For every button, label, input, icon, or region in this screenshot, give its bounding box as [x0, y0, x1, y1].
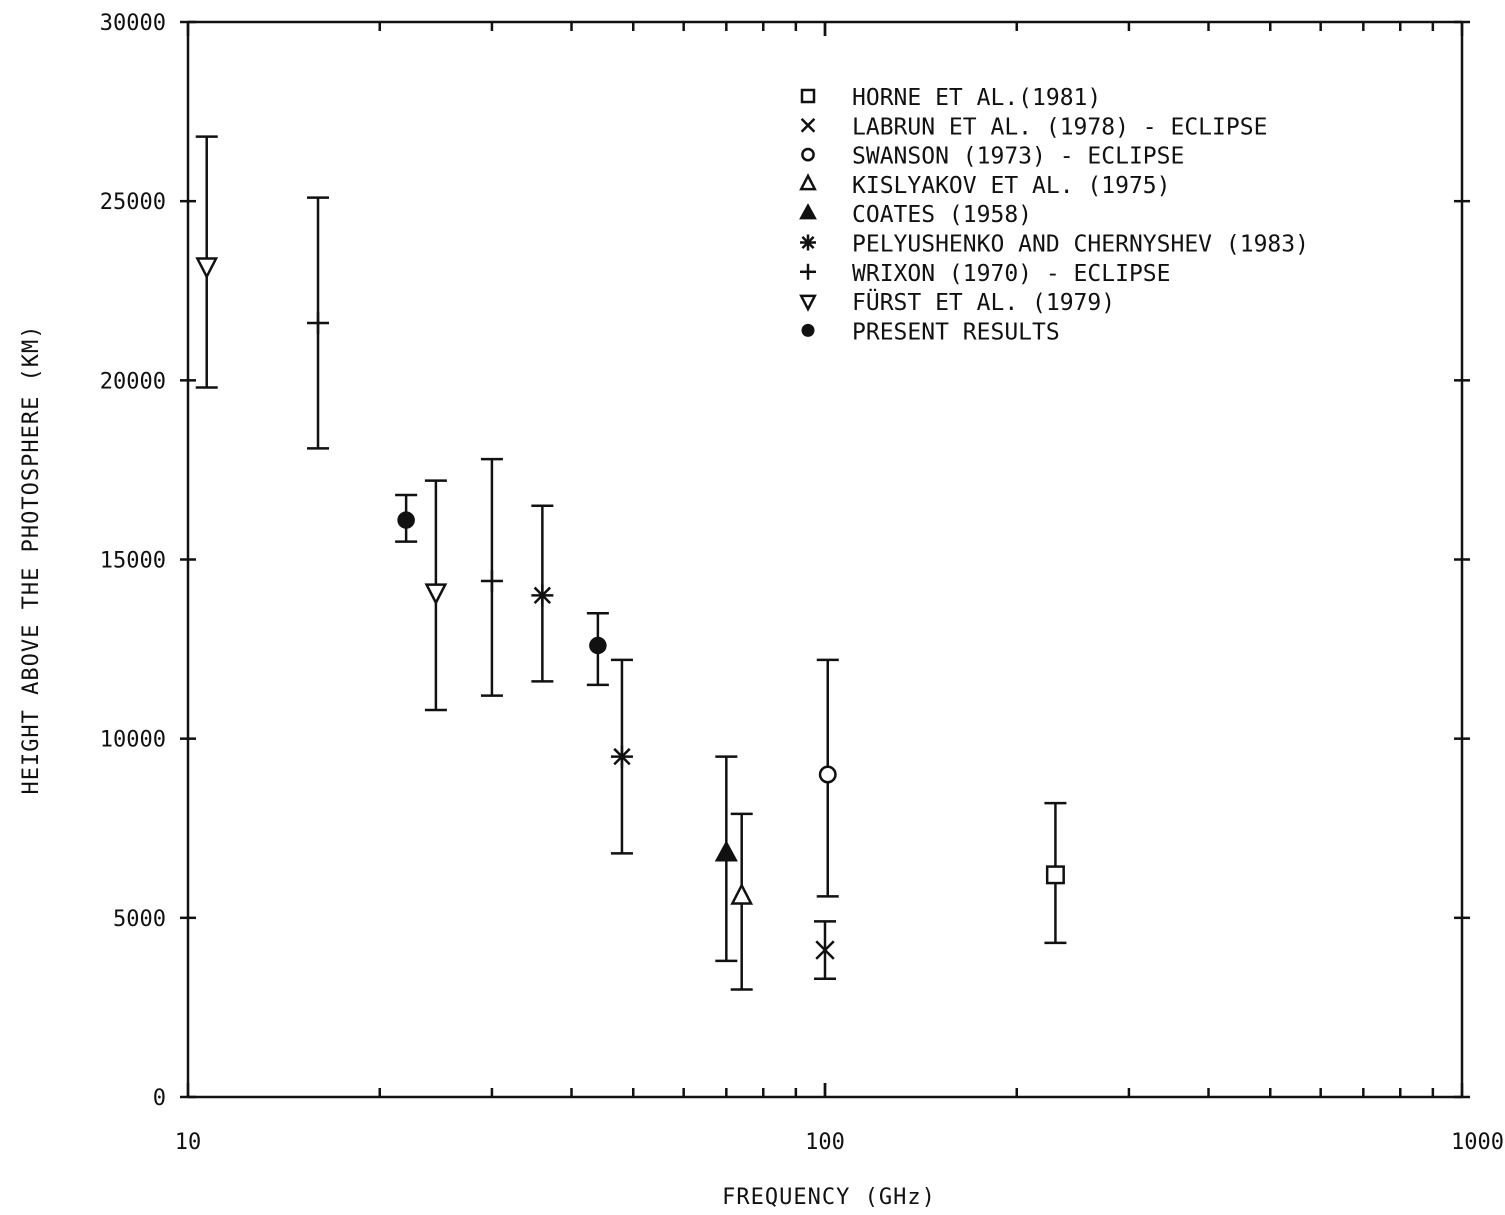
marker-shape: [801, 323, 815, 337]
marker-shape: [730, 882, 754, 905]
legend-label: SWANSON (1973) - ECLIPSE: [852, 144, 1184, 170]
data-point: [815, 940, 835, 960]
y-tick-label: 0: [153, 1086, 166, 1111]
data-point: [424, 583, 448, 606]
legend-marker: [800, 118, 816, 133]
legend-marker: [800, 263, 816, 280]
legend-item: LABRUN ET AL. (1978) - ECLIPSE: [800, 114, 1267, 140]
legend-label: FÜRST ET AL. (1979): [852, 288, 1115, 316]
legend-marker: [801, 323, 815, 337]
x-axis-title: FREQUENCY (GHz): [722, 1185, 936, 1210]
y-tick-label: 5000: [113, 907, 166, 932]
ticks: 0 5000 10000 15000 20000 25000 30000 10 100 1000: [100, 11, 1504, 1155]
legend-item: WRIXON (1970) - ECLIPSE: [800, 261, 1171, 287]
legend-marker: [800, 234, 816, 251]
data-point: [195, 257, 219, 280]
data-point: [589, 636, 607, 655]
legend: HORNE ET AL.(1981) LABRUN ET AL. (1978) -…: [799, 85, 1309, 345]
y-tick-label: 10000: [100, 728, 166, 753]
data-markers: [195, 257, 1065, 960]
data-point: [1045, 865, 1065, 885]
marker-shape: [195, 257, 219, 280]
legend-item: SWANSON (1973) - ECLIPSE: [801, 144, 1184, 170]
legend-label: KISLYAKOV ET AL. (1975): [852, 173, 1171, 199]
data-point: [531, 584, 554, 607]
marker-shape: [714, 840, 738, 862]
legend-marker: [799, 294, 817, 312]
marker-stroke: [533, 586, 552, 604]
marker-shape: [589, 636, 607, 655]
legend-marker: [800, 88, 816, 104]
marker-shape: [799, 173, 817, 191]
legend-label: WRIXON (1970) - ECLIPSE: [852, 261, 1171, 287]
legend-marker: [799, 203, 817, 220]
y-tick-label: 15000: [100, 549, 166, 574]
error-bars: [195, 135, 1067, 991]
legend-marker: [801, 147, 815, 162]
legend-item: PELYUSHENKO AND CHERNYSHEV (1983): [800, 232, 1309, 258]
legend-label: LABRUN ET AL. (1978) - ECLIPSE: [852, 114, 1267, 140]
marker-stroke: [613, 747, 631, 766]
marker-stroke: [801, 235, 815, 250]
marker-shape: [1045, 865, 1065, 885]
marker-shape: [800, 88, 816, 104]
y-tick-label: 25000: [100, 190, 166, 215]
legend-label: PRESENT RESULTS: [852, 319, 1060, 345]
legend-marker: [799, 173, 817, 191]
legend-item: KISLYAKOV ET AL. (1975): [799, 173, 1171, 199]
data-point: [610, 745, 633, 768]
legend-item: HORNE ET AL.(1981): [800, 85, 1101, 111]
marker-shape: [397, 511, 415, 529]
marker-shape: [424, 583, 448, 606]
y-axis-title: HEIGHT ABOVE THE PHOTOSPHERE (KM): [19, 324, 44, 794]
x-tick-label: 10: [175, 1130, 202, 1155]
data-point: [307, 312, 330, 334]
marker-stroke: [815, 940, 835, 960]
x-tick-label: 1000: [1451, 1130, 1504, 1155]
marker-shape: [799, 203, 817, 220]
marker-shape: [801, 147, 815, 162]
data-point: [730, 882, 754, 905]
legend-item: PRESENT RESULTS: [801, 319, 1060, 345]
data-point: [818, 765, 837, 784]
x-tick-label: 100: [805, 1130, 845, 1155]
legend-label: PELYUSHENKO AND CHERNYSHEV (1983): [852, 232, 1309, 258]
marker-shape: [818, 765, 837, 784]
legend-label: HORNE ET AL.(1981): [852, 85, 1101, 111]
legend-label: COATES (1958): [852, 202, 1032, 228]
data-point: [480, 570, 503, 592]
marker-stroke: [800, 118, 816, 133]
y-tick-label: 20000: [100, 369, 166, 394]
legend-item: COATES (1958): [799, 202, 1032, 228]
marker-shape: [799, 294, 817, 312]
data-point: [714, 840, 738, 862]
data-point: [397, 511, 415, 529]
legend-item: FÜRST ET AL. (1979): [799, 288, 1115, 316]
y-tick-label: 30000: [100, 11, 166, 36]
